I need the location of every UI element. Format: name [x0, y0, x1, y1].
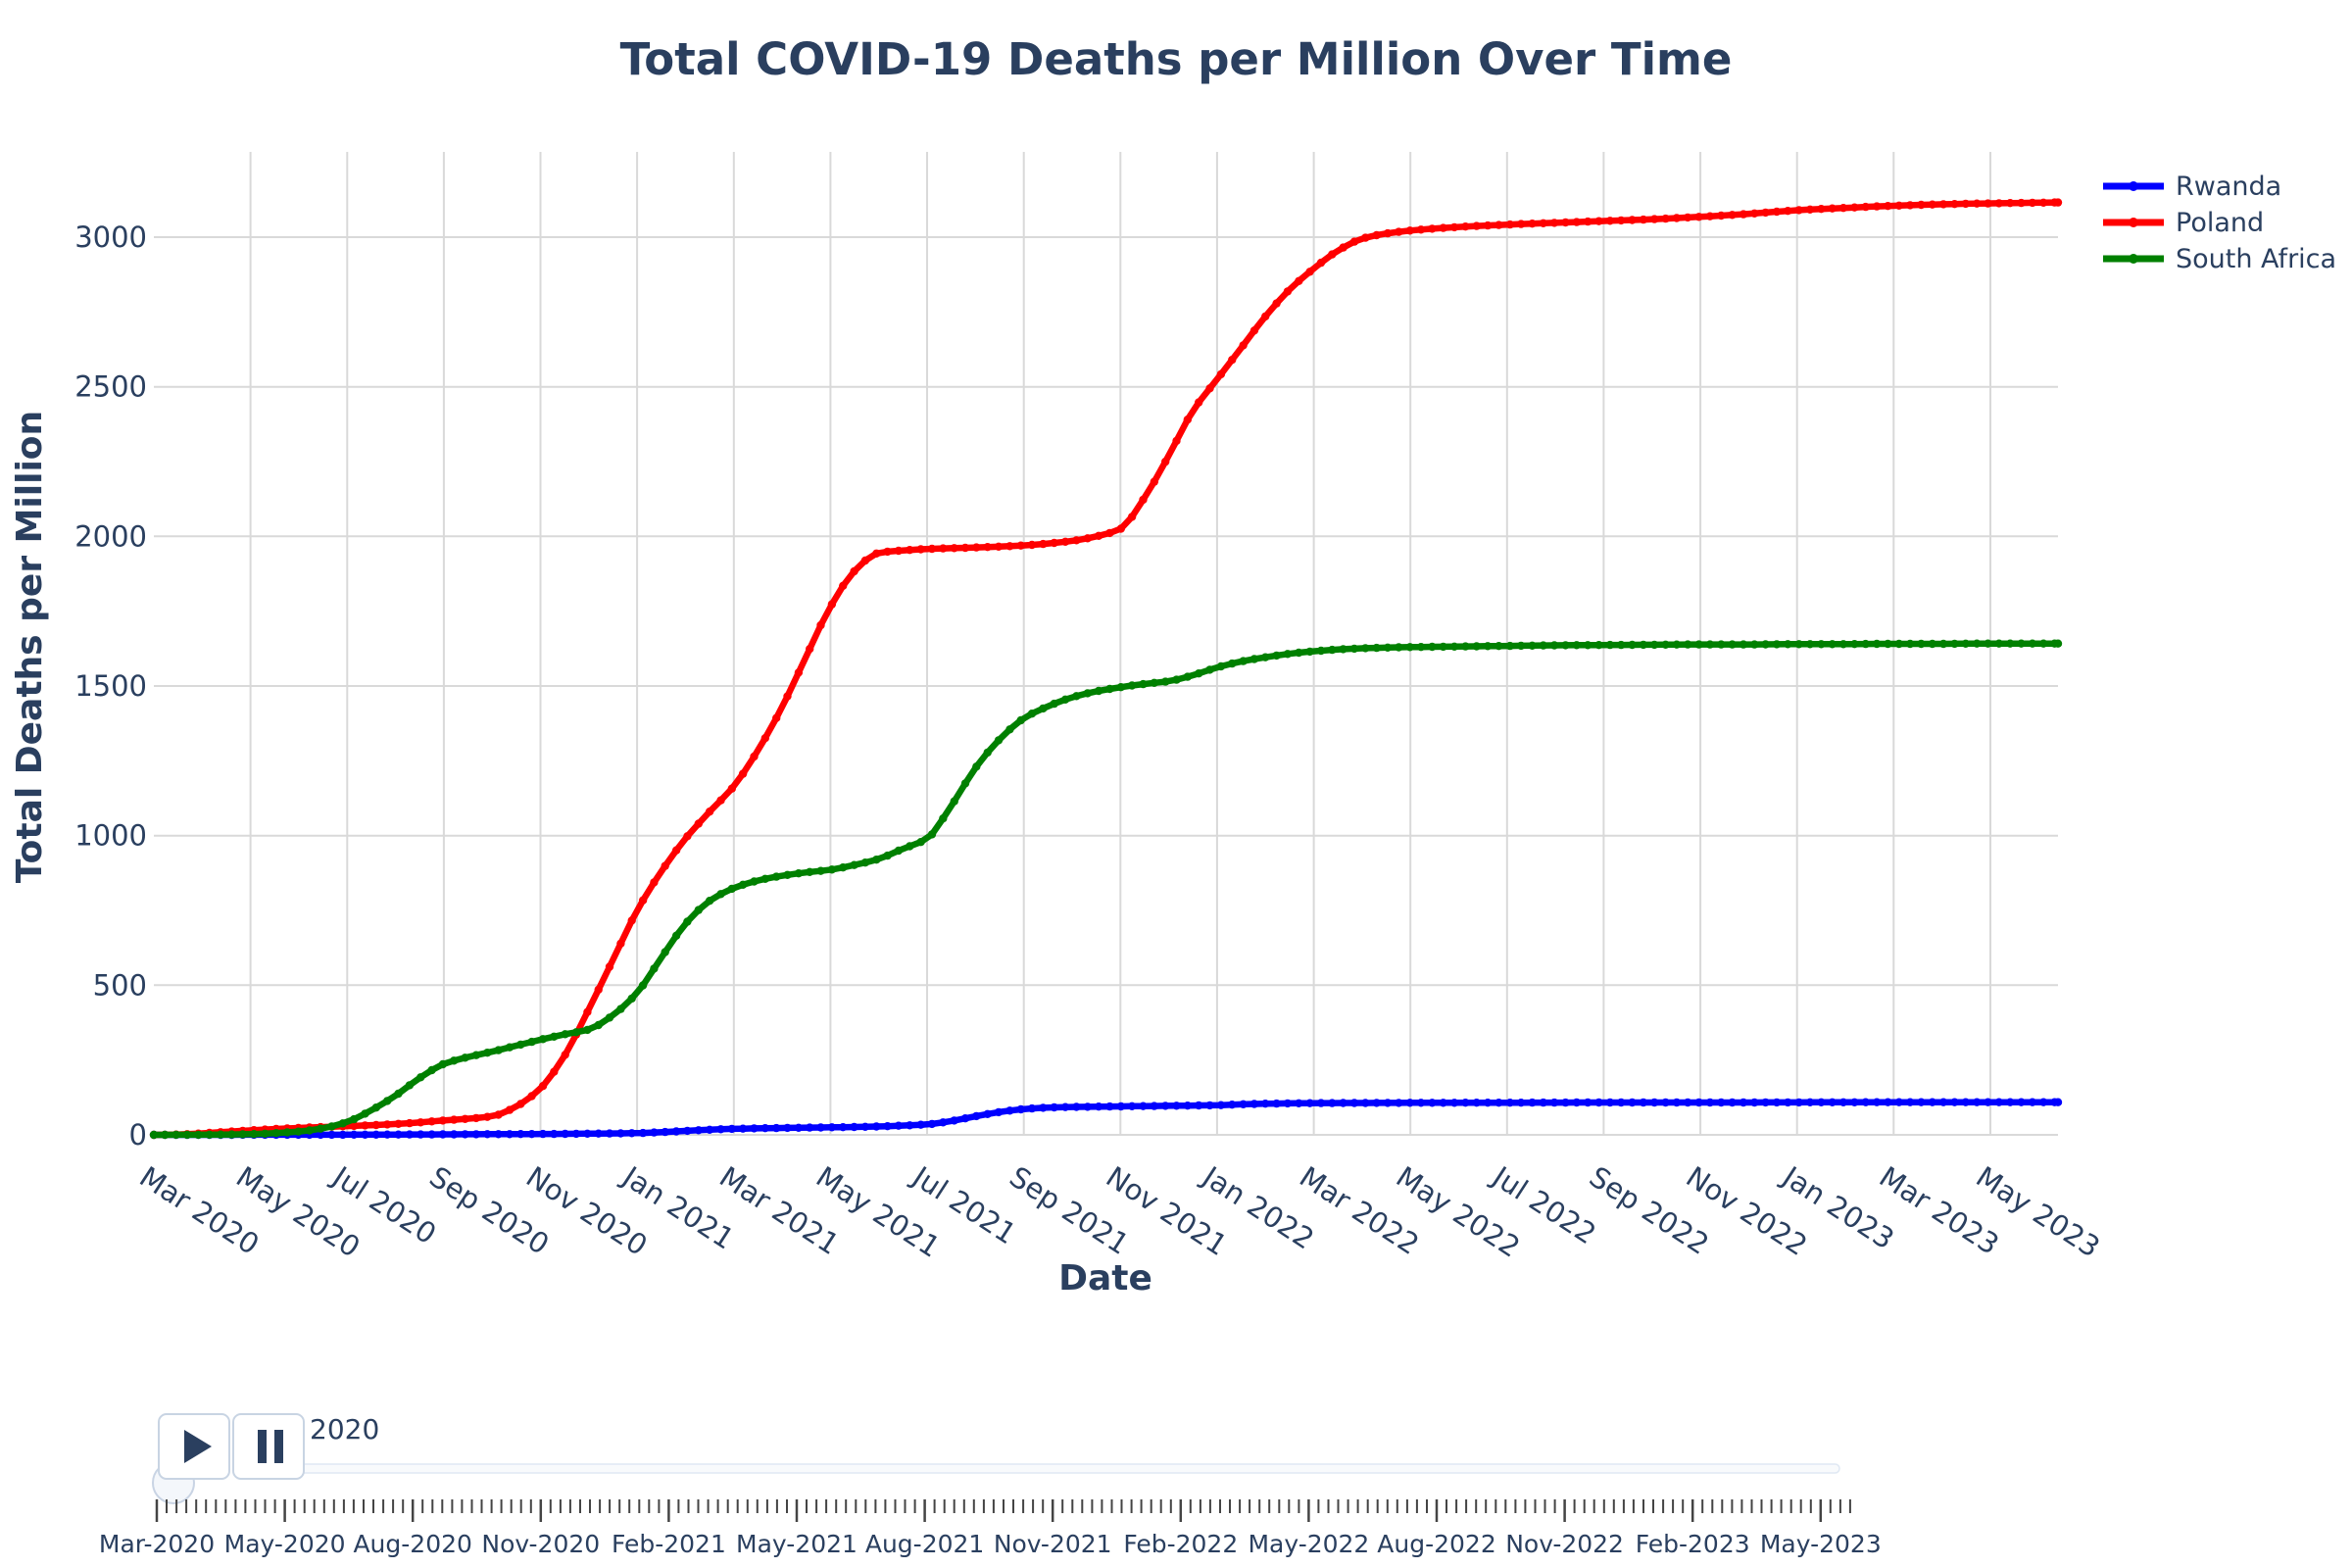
- slider-tick-label: Nov-2021: [994, 1530, 1112, 1558]
- slider-tick-ruler: [155, 1499, 1851, 1522]
- series-rwanda: [149, 1098, 2063, 1140]
- legend-item-rwanda[interactable]: Rwanda: [2103, 172, 2281, 202]
- y-tick-label: 1500: [74, 669, 147, 703]
- series-line: [150, 199, 2062, 1139]
- x-axis-title: Date: [1058, 1258, 1152, 1298]
- slider-tick-label: Aug-2021: [865, 1530, 984, 1558]
- slider-tick-label: Aug-2020: [353, 1530, 471, 1558]
- legend-marker-sample: [2129, 254, 2138, 264]
- slider-tick-label: Aug-2022: [1377, 1530, 1495, 1558]
- slider-tick-label: May-2023: [1760, 1530, 1882, 1558]
- slider-tick-label: Nov-2020: [481, 1530, 600, 1558]
- legend-item-poland[interactable]: Poland: [2103, 208, 2264, 238]
- pause-button[interactable]: [232, 1413, 305, 1480]
- slider-tick-label: Mar-2020: [99, 1530, 215, 1558]
- legend-label: South Africa: [2176, 244, 2336, 274]
- slider-tick-labels: Mar-2020 May-2020 Aug-2020 Nov-2020 Feb-2021…: [99, 1530, 1882, 1558]
- plot-series: [149, 198, 2063, 1140]
- animation-controls: 2020 Mar-2020 May-2020 Aug-2020 Nov-2020 Feb…: [99, 1413, 1882, 1558]
- play-icon: [184, 1430, 212, 1463]
- y-axis-title: Total Deaths per Million: [10, 411, 50, 883]
- y-axis-tick-labels: 0 500 1000 1500 2000 2500 3000: [74, 220, 147, 1152]
- y-tick-label: 1000: [74, 819, 147, 853]
- legend-item-south-africa[interactable]: South Africa: [2103, 244, 2336, 274]
- chart-title: Total COVID-19 Deaths per Million Over T…: [620, 33, 1733, 85]
- series-line: [150, 1099, 2062, 1139]
- series-poland: [149, 198, 2063, 1140]
- y-tick-label: 0: [129, 1118, 147, 1152]
- y-tick-label: 500: [93, 968, 147, 1002]
- legend-marker-sample: [2129, 181, 2138, 191]
- series-line: [150, 640, 2062, 1139]
- slider-tick-label: Nov-2022: [1505, 1530, 1624, 1558]
- pause-icon: [258, 1430, 283, 1463]
- series-south-africa: [149, 639, 2063, 1140]
- slider-tick-label: May-2021: [736, 1530, 858, 1558]
- slider-tick-label: Feb-2022: [1123, 1530, 1238, 1558]
- play-button[interactable]: [158, 1413, 230, 1480]
- y-tick-label: 2500: [74, 370, 147, 404]
- y-tick-label: 2000: [74, 519, 147, 553]
- slider-tick-label: Feb-2021: [612, 1530, 726, 1558]
- legend-marker-sample: [2129, 218, 2138, 227]
- slider-tick-label: May-2022: [1248, 1530, 1369, 1558]
- legend: Rwanda Poland South Africa: [2103, 172, 2336, 274]
- slider-rail[interactable]: [234, 1463, 1840, 1474]
- legend-label: Rwanda: [2176, 172, 2281, 202]
- slider-tick-label: May-2020: [224, 1530, 346, 1558]
- y-tick-label: 3000: [74, 220, 147, 254]
- slider-current-value: 2020: [310, 1413, 379, 1446]
- legend-label: Poland: [2176, 208, 2264, 238]
- slider-tick-label: Feb-2023: [1636, 1530, 1750, 1558]
